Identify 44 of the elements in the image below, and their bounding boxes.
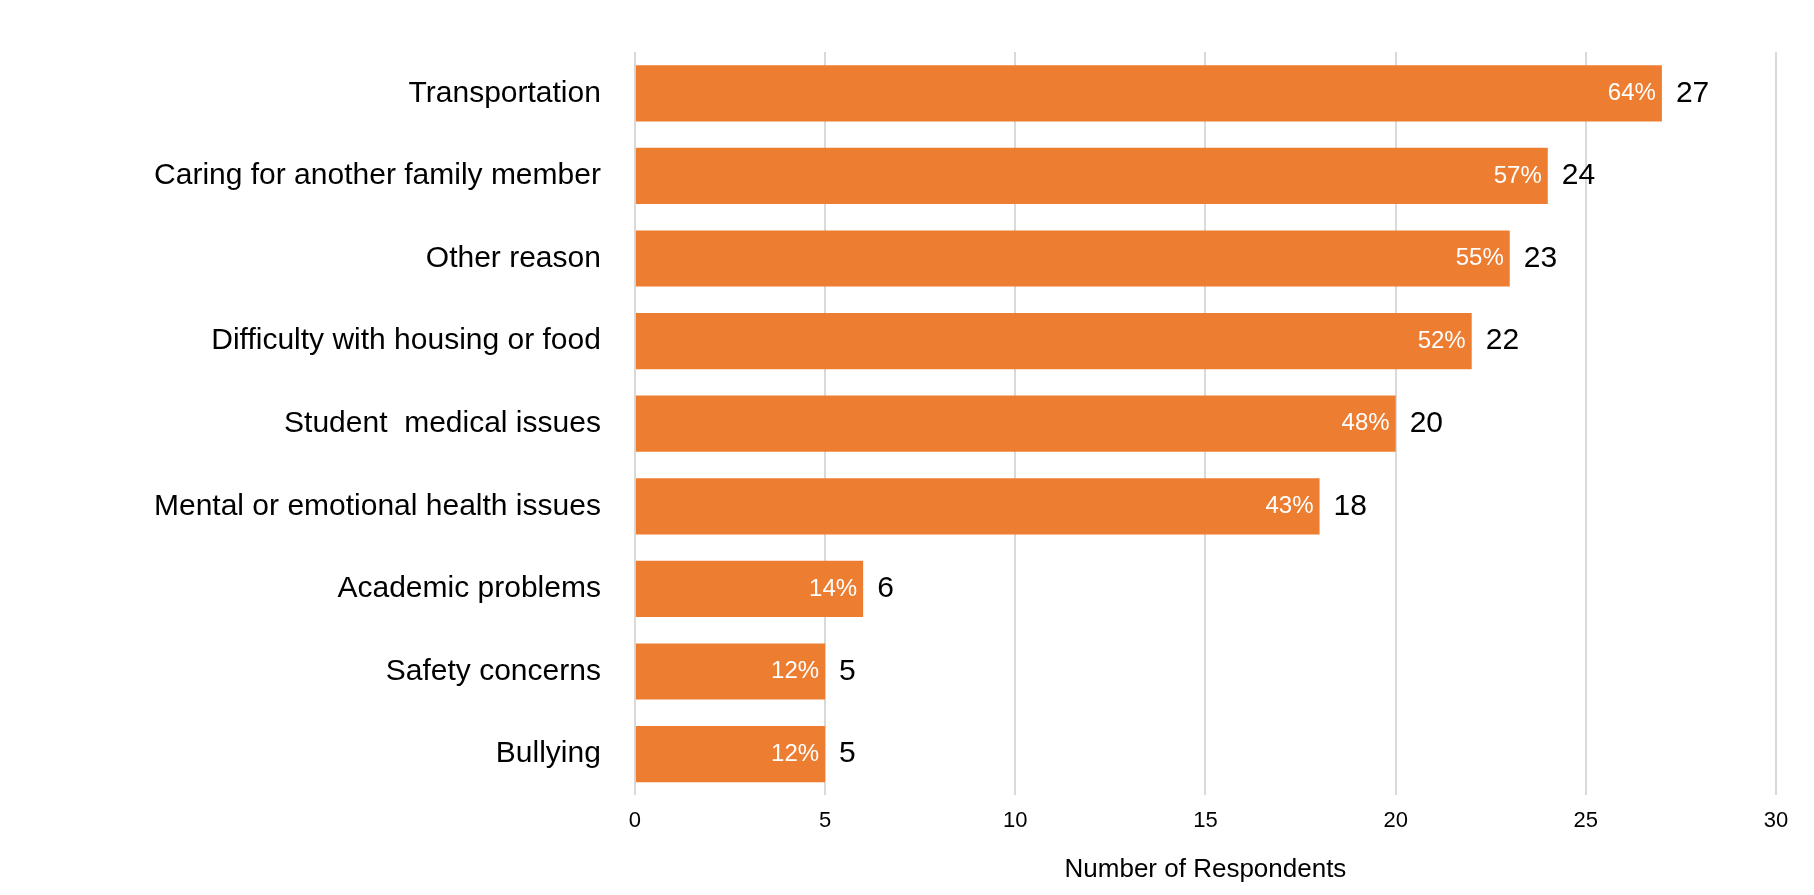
data-label: 5 [839, 735, 856, 769]
y-tick-label: Bullying [495, 735, 601, 769]
data-label: 24 [1561, 157, 1596, 191]
annotation: 12% [771, 738, 820, 766]
y-tick-label: Student medical issues [284, 404, 601, 438]
y-tick-label: Safety concerns [385, 652, 601, 686]
y-tick-label: Caring for another family member [154, 157, 601, 191]
bar [635, 313, 1472, 370]
data-label: 18 [1333, 487, 1367, 521]
annotation: 64% [1607, 77, 1656, 105]
data-label: 5 [839, 652, 856, 686]
x-tick-label: 15 [1193, 806, 1218, 832]
y-tick-label: Difficulty with housing or food [211, 322, 601, 356]
x-axis-title: Number of Respondents [1064, 852, 1347, 883]
x-tick-label: 20 [1383, 806, 1408, 832]
y-tick-label: Other reason [425, 239, 601, 273]
data-label: 20 [1409, 404, 1444, 438]
y-tick-label: Transportation [408, 74, 601, 108]
annotation: 55% [1455, 243, 1504, 271]
bar [635, 726, 826, 783]
annotation: 48% [1341, 408, 1390, 436]
data-label: 23 [1523, 239, 1558, 273]
bar [635, 395, 1396, 452]
data-label: 6 [877, 570, 894, 604]
y-tick-label: Academic problems [337, 570, 601, 604]
annotation: 12% [771, 656, 820, 684]
annotation: 43% [1265, 490, 1314, 518]
x-tick-label: 25 [1573, 806, 1599, 832]
y-tick-label: Mental or emotional health issues [153, 487, 601, 521]
x-tick-label: 30 [1763, 806, 1789, 832]
annotation: 52% [1417, 325, 1466, 353]
bar [635, 478, 1320, 535]
data-label: 22 [1485, 322, 1520, 356]
bar [635, 147, 1548, 204]
bar [635, 643, 826, 700]
x-tick-label: 0 [628, 806, 642, 832]
data-label: 27 [1675, 74, 1710, 108]
x-tick-label: 5 [818, 806, 832, 832]
x-tick-label: 10 [1003, 806, 1028, 832]
annotation: 57% [1493, 160, 1542, 188]
bar [635, 230, 1510, 287]
bar [635, 65, 1662, 122]
annotation: 14% [809, 573, 858, 601]
bar [635, 560, 864, 617]
